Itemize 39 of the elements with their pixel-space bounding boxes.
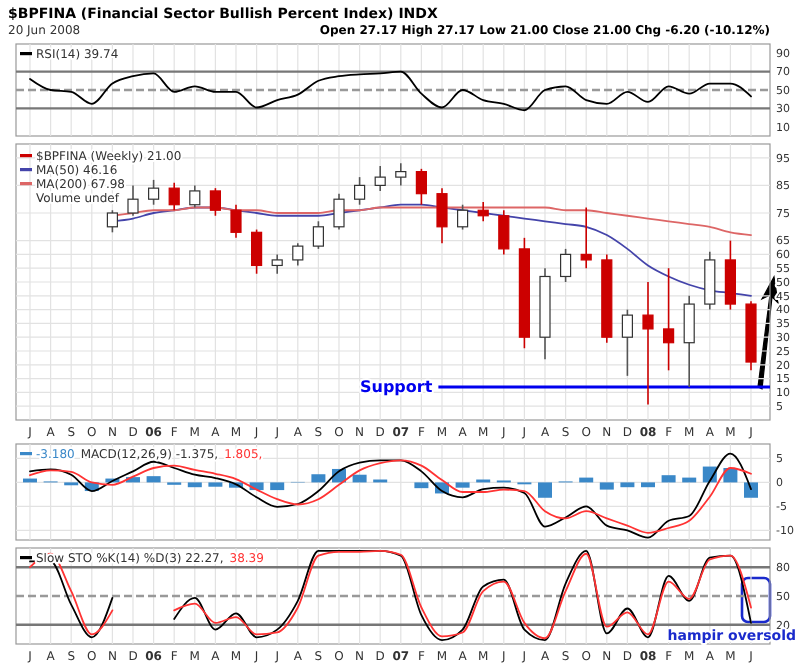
- bar: [352, 474, 367, 483]
- candlestick: [580, 206, 592, 269]
- bar: [599, 482, 614, 490]
- bar: [641, 482, 655, 488]
- ref-line-label: Support: [360, 378, 433, 397]
- bar: [414, 482, 429, 489]
- candlestick: [724, 239, 736, 311]
- bar: [744, 482, 758, 498]
- candlestick: [230, 203, 242, 239]
- bar: [187, 482, 202, 488]
- candlestick: [457, 203, 469, 231]
- bar: [455, 482, 470, 488]
- candlestick: [292, 242, 304, 267]
- bar: [661, 475, 676, 483]
- candlestick: [189, 184, 201, 209]
- candlestick: [106, 209, 118, 234]
- candlestick: [415, 168, 427, 206]
- candlestick: [621, 308, 633, 377]
- candlestick: [333, 192, 345, 231]
- bar: [270, 482, 285, 491]
- line-series: [29, 70, 752, 112]
- candlestick: [127, 184, 139, 217]
- candlestick: [395, 162, 407, 187]
- candlestick: [168, 181, 180, 212]
- candlestick: [209, 187, 221, 217]
- candlestick: [251, 228, 263, 275]
- candlestick: [148, 179, 160, 206]
- candlestick: [312, 220, 324, 250]
- candlestick: [354, 176, 366, 206]
- candlestick: [560, 248, 572, 283]
- candlestick: [374, 165, 386, 192]
- bar: [538, 482, 552, 498]
- candlestick: [436, 187, 448, 245]
- bar: [311, 474, 326, 483]
- candlestick: [498, 209, 510, 256]
- candlestick: [704, 250, 716, 311]
- candlestick: [271, 253, 283, 275]
- bar: [620, 482, 635, 488]
- bar: [146, 476, 161, 483]
